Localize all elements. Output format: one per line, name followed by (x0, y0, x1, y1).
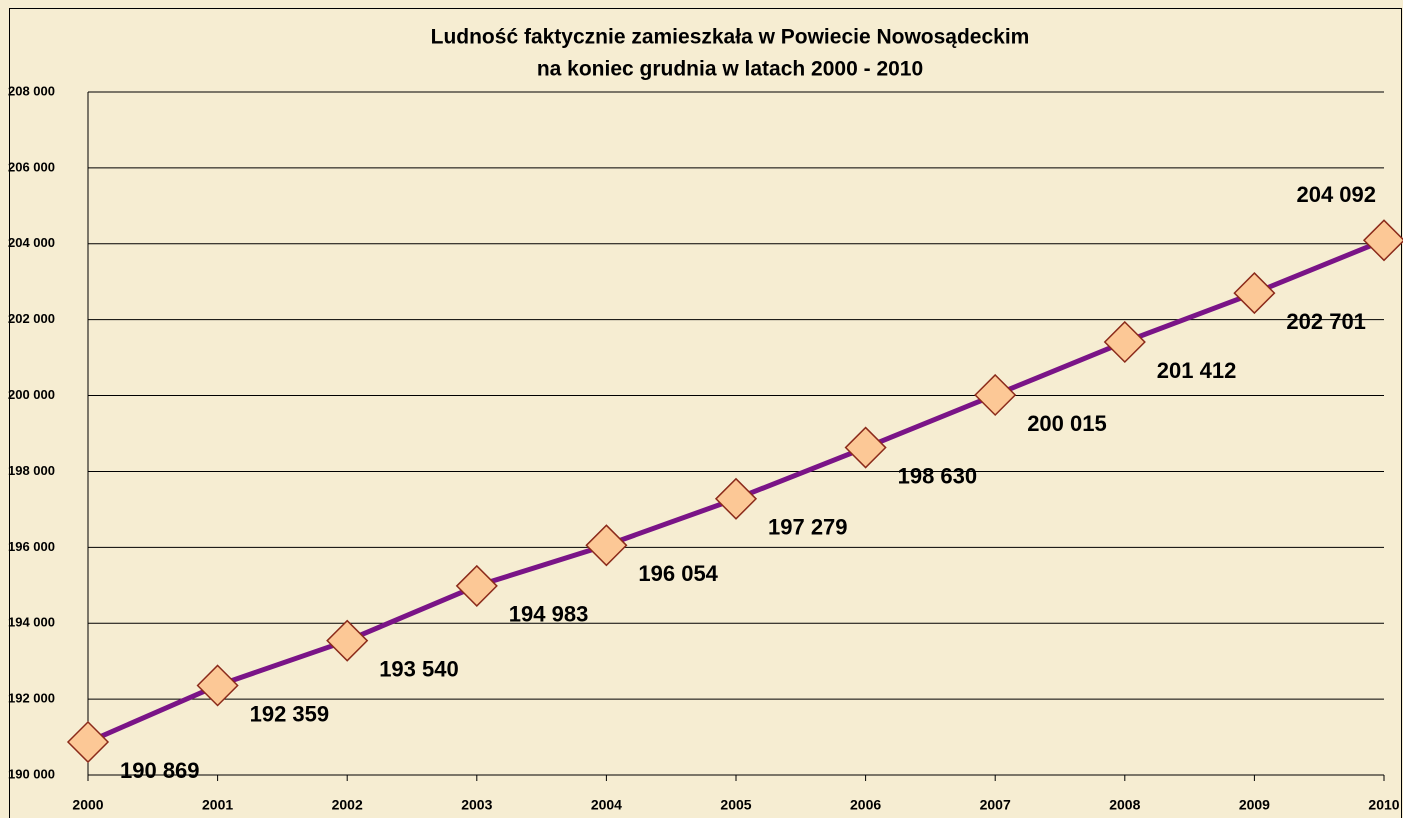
data-label: 193 540 (379, 656, 459, 681)
y-tick-label: 192 000 (8, 691, 55, 706)
data-label: 201 412 (1157, 358, 1237, 383)
x-tick-label: 2010 (1368, 797, 1399, 813)
y-tick-label: 202 000 (8, 311, 55, 326)
y-tick-label: 206 000 (8, 159, 55, 174)
x-tick-label: 2000 (72, 797, 103, 813)
marker (455, 564, 498, 607)
marker (1362, 219, 1403, 262)
x-tick-label: 2006 (850, 797, 881, 813)
y-tick-label: 204 000 (8, 235, 55, 250)
data-label: 198 630 (898, 463, 978, 488)
data-label: 190 869 (120, 758, 200, 783)
data-label: 204 092 (1296, 182, 1376, 207)
x-tick-label: 2008 (1109, 797, 1140, 813)
chart-title: na koniec grudnia w latach 2000 - 2010 (537, 58, 923, 81)
y-tick-label: 190 000 (8, 766, 55, 781)
x-tick-label: 2005 (720, 797, 751, 813)
x-tick-label: 2002 (332, 797, 363, 813)
marker (66, 720, 110, 764)
marker (196, 664, 239, 707)
y-tick-label: 208 000 (8, 83, 55, 98)
data-label: 194 983 (509, 602, 589, 627)
y-tick-label: 198 000 (8, 463, 55, 478)
data-label: 197 279 (768, 515, 848, 540)
data-label: 202 701 (1286, 309, 1366, 334)
x-tick-label: 2009 (1239, 797, 1270, 813)
x-tick-label: 2003 (461, 797, 492, 813)
x-tick-label: 2001 (202, 797, 233, 813)
data-label: 196 054 (638, 561, 718, 586)
x-tick-label: 2004 (591, 797, 622, 813)
marker (974, 373, 1017, 417)
marker (714, 477, 758, 520)
chart-title: Ludność faktycznie zamieszkała w Powieci… (431, 26, 1030, 49)
y-tick-label: 194 000 (8, 615, 55, 630)
y-tick-label: 196 000 (8, 539, 55, 554)
marker (1233, 272, 1276, 315)
marker (326, 619, 369, 662)
data-label: 200 015 (1027, 411, 1107, 436)
marker (844, 426, 887, 469)
x-tick-label: 2007 (980, 797, 1011, 813)
y-tick-label: 200 000 (8, 387, 55, 402)
marker (585, 524, 628, 567)
data-label: 192 359 (250, 701, 330, 726)
frame (9, 8, 1402, 818)
marker (1103, 320, 1146, 364)
